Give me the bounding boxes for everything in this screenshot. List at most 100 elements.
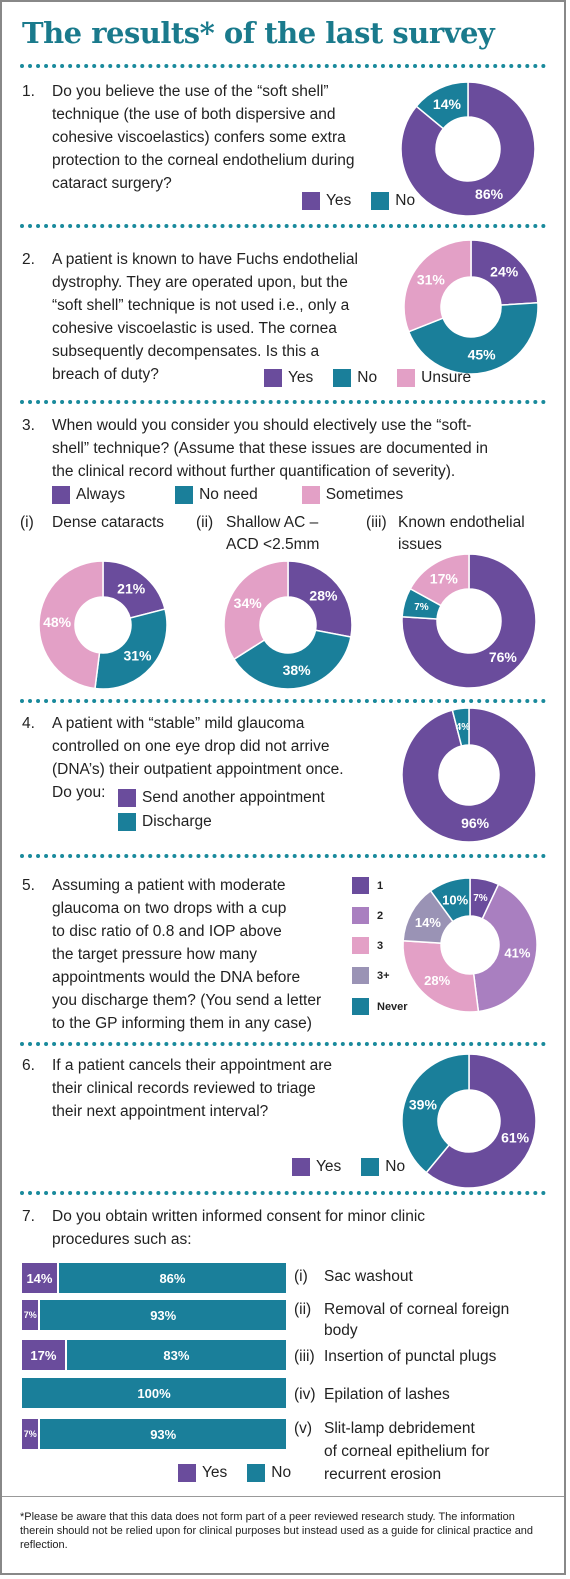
bar-label-ii: (ii) Removal of corneal foreign body: [294, 1299, 509, 1339]
q-line: Do you:: [52, 784, 106, 801]
legend-q2: Yes No Unsure: [264, 369, 485, 387]
q-line: procedures such as:: [52, 1231, 192, 1248]
legend-label: No: [271, 1464, 292, 1481]
legend-q5-2: 2: [352, 907, 383, 924]
legend-swatch-discharge: [118, 813, 136, 831]
legend-q6: Yes No: [292, 1158, 419, 1176]
legend-swatch-always: [52, 486, 70, 504]
question-number: 4.: [22, 715, 35, 732]
legend-swatch-yes: [264, 369, 282, 387]
roman-numeral: (iii): [366, 514, 387, 531]
item-label: body: [324, 1322, 358, 1339]
q-line: Do you believe the use of the “soft shel…: [52, 83, 329, 100]
legend-label: Always: [76, 486, 126, 503]
bar-segment-no: 86%: [58, 1263, 286, 1293]
donut-value-label: 45%: [468, 346, 497, 362]
donut-slice-yes: [425, 1053, 537, 1189]
stacked-bar: 7% 93%: [22, 1300, 286, 1330]
stacked-bar: 17% 83%: [22, 1340, 286, 1370]
divider: [20, 854, 546, 864]
bar-segment-yes: 7%: [22, 1300, 41, 1330]
donut-chart-q3ii: 28% 38% 34%: [223, 560, 353, 690]
legend-swatch: [352, 937, 369, 954]
donut-value-label: 31%: [123, 647, 152, 663]
roman-numeral: (iii): [294, 1348, 315, 1365]
bar-segment-yes: 7%: [22, 1419, 41, 1449]
sub-question-ii: (ii) Shallow AC – ACD <2.5mm: [196, 512, 319, 553]
legend-label: 3: [377, 939, 384, 952]
legend-label: 1: [377, 879, 384, 892]
q-line: protection to the corneal endothelium du…: [52, 152, 355, 169]
legend-swatch-no: [247, 1464, 266, 1482]
item-label: Slit-lamp debridement: [324, 1420, 475, 1437]
sub-question-i: (i) Dense cataracts: [20, 512, 164, 534]
donut-value-label: 21%: [117, 581, 146, 597]
legend-q3: Always No need Sometimes: [52, 486, 417, 504]
bar-segment-yes: 14%: [22, 1263, 59, 1293]
legend-label: No: [357, 369, 378, 386]
q-line: cohesive viscoelastic is used. The corne…: [52, 320, 337, 337]
roman-numeral: (ii): [294, 1301, 312, 1318]
donut-value-label: 14%: [433, 96, 462, 112]
q-line: If a patient cancels their appointment a…: [52, 1057, 333, 1074]
divider: [20, 699, 546, 709]
q-line: When would you consider you should elect…: [52, 417, 472, 434]
divider: [20, 400, 546, 410]
sub-label: Dense cataracts: [52, 514, 164, 531]
bar-segment-no: 93%: [40, 1300, 286, 1330]
legend-q5-never: Never: [352, 998, 408, 1015]
q-line: subsequently decompensates. Is this a: [52, 343, 320, 360]
legend-swatch-yes: [302, 192, 320, 210]
legend-label: Yes: [326, 192, 352, 209]
legend-q5-3: 3: [352, 937, 383, 954]
donut-value-label: 96%: [461, 815, 490, 831]
donut-slice-send-another-appointment: [401, 707, 537, 843]
donut-value-label: 7%: [473, 893, 488, 904]
q-line: breach of duty?: [52, 366, 159, 383]
donut-slice-sometimes: [38, 560, 104, 690]
legend-swatch-unsure: [397, 369, 416, 387]
legend-swatch-no: [333, 369, 352, 387]
donut-value-label: 28%: [309, 588, 338, 604]
donut-slice-yes: [470, 239, 539, 306]
divider: [20, 1191, 546, 1201]
donut-value-label: 24%: [490, 264, 519, 280]
donut-value-label: 17%: [430, 570, 459, 586]
question-5-text: Assuming a patient with moderate glaucom…: [52, 874, 321, 1035]
legend-swatch: [352, 907, 369, 924]
question-number: 1.: [22, 83, 35, 100]
legend-label: Sometimes: [325, 486, 404, 503]
bar-segment-yes: 17%: [22, 1340, 67, 1370]
question-number: 3.: [22, 417, 35, 434]
q-line: their next appointment interval?: [52, 1103, 269, 1120]
q-line: Do you obtain written informed consent f…: [52, 1208, 426, 1225]
donut-value-label: 28%: [424, 973, 450, 988]
footnote-divider: [2, 1496, 564, 1503]
q-line: “soft shell” technique is not used i.e.,…: [52, 297, 350, 314]
donut-slice-always: [287, 560, 353, 638]
item-label: Sac washout: [324, 1268, 413, 1285]
roman-numeral: (v): [294, 1420, 313, 1437]
donut-slice-no-need: [232, 629, 352, 690]
bar-label-i: (i) Sac washout: [294, 1266, 413, 1287]
legend-label: Send another appointment: [142, 789, 325, 806]
bar-segment-no: 93%: [40, 1419, 286, 1449]
roman-numeral: (ii): [196, 514, 214, 531]
roman-numeral: (i): [294, 1268, 308, 1285]
legend-swatch-no: [371, 192, 390, 210]
sub-label: issues: [398, 536, 442, 553]
donut-value-label: 38%: [283, 662, 312, 678]
legend-q1: Yes No: [302, 192, 429, 210]
donut-slice-no: [407, 301, 539, 375]
question-2-text: A patient is known to have Fuchs endothe…: [52, 248, 358, 386]
question-3-text: When would you consider you should elect…: [52, 414, 488, 483]
donut-chart-q3iii: 76% 7% 17%: [401, 553, 537, 689]
donut-slice-no: [401, 1053, 470, 1174]
legend-swatch-yes: [178, 1464, 196, 1482]
donut-value-label: 34%: [234, 595, 263, 611]
donut-value-label: 7%: [414, 602, 429, 613]
q-line: controlled on one eye drop did not arriv…: [52, 738, 330, 755]
donut-chart-q2: 24% 45% 31%: [403, 239, 539, 375]
donut-slice-yes: [400, 81, 536, 217]
